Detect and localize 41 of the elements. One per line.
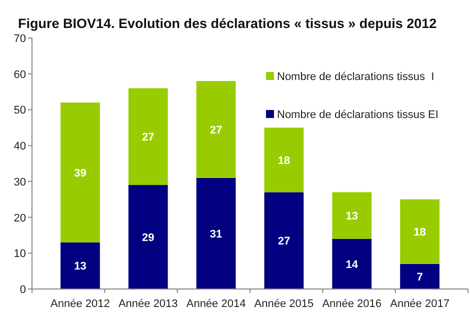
y-tick-label: 30 bbox=[14, 176, 26, 188]
data-label: 13 bbox=[346, 210, 358, 222]
bar bbox=[128, 185, 168, 289]
y-tick-label: 70 bbox=[14, 33, 26, 45]
x-tick-label: Année 2012 bbox=[50, 298, 110, 310]
bar bbox=[332, 238, 372, 289]
y-tick-label: 40 bbox=[14, 140, 26, 153]
y-tick-label: 0 bbox=[20, 284, 26, 296]
bar bbox=[60, 102, 100, 242]
legend-label: Nombre de déclarations tissus I bbox=[277, 71, 434, 83]
data-label: 29 bbox=[142, 232, 154, 244]
data-label: 18 bbox=[278, 154, 290, 167]
chart-title: Figure BIOV14. Evolution des déclarations « tissus » depuis 2012 bbox=[18, 16, 437, 31]
legend-label: Nombre de déclarations tissus EI bbox=[277, 109, 438, 121]
data-label: 14 bbox=[346, 258, 359, 271]
bar bbox=[60, 242, 100, 289]
bar bbox=[128, 88, 168, 186]
data-label: 27 bbox=[278, 236, 290, 248]
bar bbox=[332, 192, 372, 239]
x-tick-label: Année 2016 bbox=[322, 298, 382, 310]
y-tick-label: 60 bbox=[14, 68, 26, 81]
bar bbox=[400, 199, 440, 264]
y-tick-label: 50 bbox=[14, 104, 26, 117]
data-label: 7 bbox=[416, 271, 423, 284]
x-tick-label: Année 2017 bbox=[390, 298, 450, 310]
bar bbox=[196, 178, 236, 289]
data-label: 13 bbox=[74, 260, 86, 273]
x-tick-label: Année 2014 bbox=[186, 298, 246, 310]
data-label: 27 bbox=[210, 124, 222, 136]
bar bbox=[264, 192, 304, 289]
x-tick-label: Année 2013 bbox=[118, 298, 178, 310]
y-tick-label: 10 bbox=[14, 248, 26, 260]
x-tick-label: Année 2015 bbox=[254, 298, 314, 310]
bar bbox=[196, 81, 236, 178]
y-tick-label: 20 bbox=[14, 212, 26, 224]
data-label: 31 bbox=[210, 228, 222, 240]
data-label: 39 bbox=[74, 167, 86, 180]
data-label: 27 bbox=[142, 132, 154, 144]
bar bbox=[264, 128, 304, 192]
data-label: 18 bbox=[414, 226, 426, 239]
bar bbox=[400, 264, 440, 289]
